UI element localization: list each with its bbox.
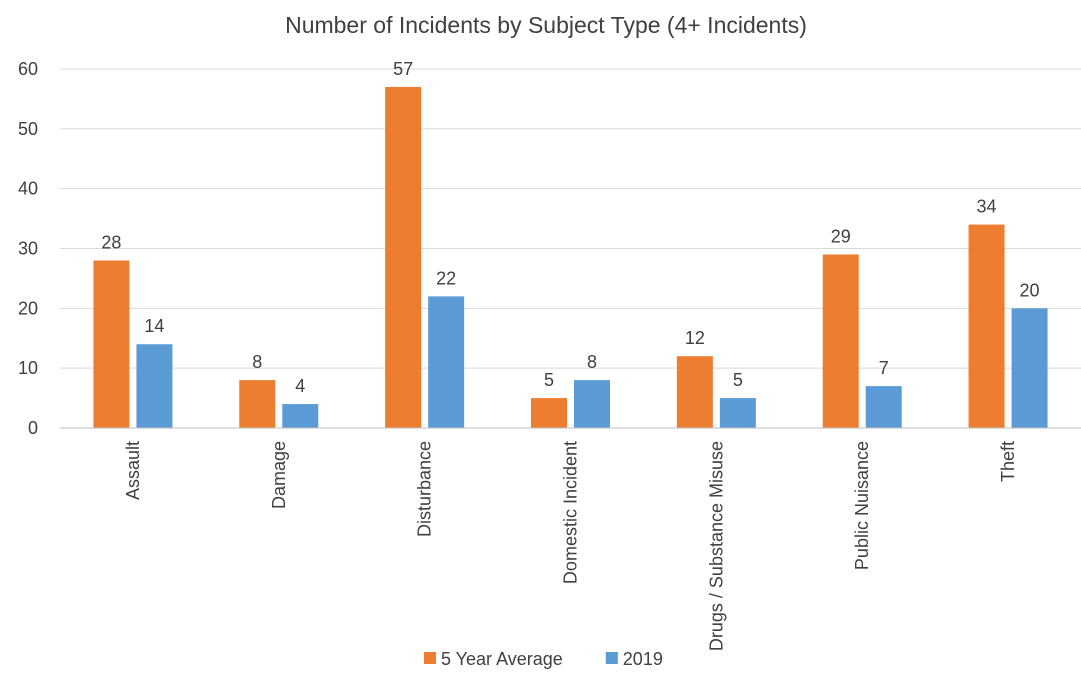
bar (822, 254, 859, 428)
data-label: 57 (393, 59, 413, 79)
bar (385, 86, 422, 428)
x-axis-category-labels: Assault Damage Disturbance Domestic Inciden… (123, 441, 1018, 651)
data-label: 34 (977, 197, 997, 217)
data-label: 20 (1020, 280, 1040, 300)
category-label: Assault (123, 441, 143, 500)
category-label: Domestic Incident (561, 441, 581, 584)
legend-swatch (605, 652, 618, 664)
y-tick-label: 20 (18, 298, 38, 318)
chart-title: Number of Incidents by Subject Type (4+ … (285, 12, 807, 38)
data-label: 22 (436, 268, 456, 288)
category-label: Drugs / Substance Misuse (706, 441, 726, 651)
gridlines (60, 68, 1081, 369)
bar (676, 356, 713, 428)
y-axis-ticks: 0 10 20 30 40 50 60 (18, 59, 38, 438)
data-label: 14 (144, 316, 164, 336)
data-label: 8 (252, 352, 262, 372)
category-label: Theft (998, 441, 1018, 482)
bar (1011, 308, 1048, 428)
y-tick-label: 60 (18, 59, 38, 79)
bar (93, 260, 130, 428)
bar (282, 404, 319, 428)
legend-label: 5 Year Average (441, 649, 563, 669)
y-tick-label: 40 (18, 179, 38, 199)
data-label: 7 (879, 358, 889, 378)
bar (239, 380, 276, 428)
data-label: 4 (295, 376, 305, 396)
bar (865, 386, 902, 428)
y-tick-label: 50 (18, 119, 38, 139)
bar (574, 380, 610, 428)
data-label: 29 (831, 226, 851, 246)
data-label: 8 (587, 352, 597, 372)
data-label: 5 (544, 370, 554, 390)
data-label: 5 (733, 370, 743, 390)
y-tick-label: 10 (18, 358, 38, 378)
y-tick-label: 30 (18, 239, 38, 259)
category-label: Public Nuisance (852, 441, 872, 570)
data-label: 28 (101, 232, 121, 252)
legend-label: 2019 (623, 649, 663, 669)
y-tick-label: 0 (28, 418, 38, 438)
data-labels: 28 14 8 4 57 22 5 8 12 5 29 7 34 20 (101, 59, 1039, 396)
bar (719, 398, 756, 428)
legend-swatch (424, 652, 436, 664)
bar (428, 296, 465, 428)
data-label: 12 (685, 328, 705, 348)
bar (136, 344, 173, 428)
bar (968, 224, 1005, 428)
category-label: Disturbance (415, 441, 435, 537)
legend: 5 Year Average 2019 (424, 649, 663, 669)
bars (93, 86, 1048, 428)
category-label: Damage (269, 441, 289, 509)
bar (531, 398, 567, 428)
